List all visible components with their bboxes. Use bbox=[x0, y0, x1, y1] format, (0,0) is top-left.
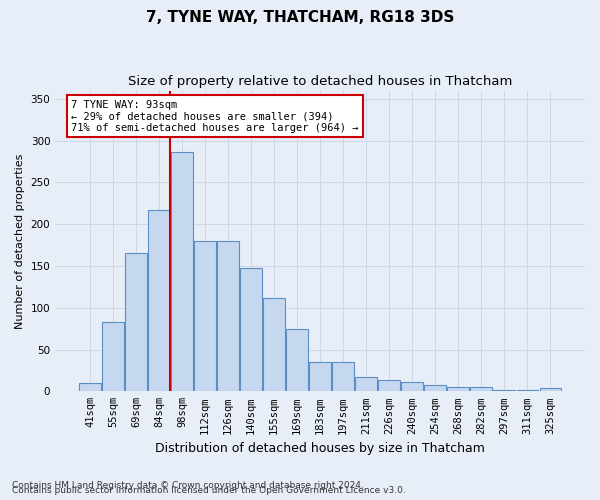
Bar bbox=[125, 254, 146, 392]
Bar bbox=[424, 384, 446, 392]
Bar bbox=[102, 322, 124, 392]
Bar bbox=[79, 383, 101, 392]
Bar bbox=[263, 298, 285, 392]
Bar bbox=[241, 268, 262, 392]
Bar bbox=[332, 362, 354, 392]
Bar bbox=[493, 390, 515, 392]
X-axis label: Distribution of detached houses by size in Thatcham: Distribution of detached houses by size … bbox=[155, 442, 485, 455]
Bar bbox=[470, 387, 492, 392]
Bar bbox=[217, 241, 239, 392]
Text: Contains public sector information licensed under the Open Government Licence v3: Contains public sector information licen… bbox=[12, 486, 406, 495]
Bar bbox=[286, 328, 308, 392]
Bar bbox=[355, 377, 377, 392]
Bar bbox=[148, 210, 170, 392]
Y-axis label: Number of detached properties: Number of detached properties bbox=[15, 153, 25, 328]
Bar bbox=[194, 241, 216, 392]
Bar bbox=[448, 387, 469, 392]
Bar bbox=[539, 388, 561, 392]
Text: Contains HM Land Registry data © Crown copyright and database right 2024.: Contains HM Land Registry data © Crown c… bbox=[12, 481, 364, 490]
Text: 7 TYNE WAY: 93sqm
← 29% of detached houses are smaller (394)
71% of semi-detache: 7 TYNE WAY: 93sqm ← 29% of detached hous… bbox=[71, 100, 359, 133]
Text: 7, TYNE WAY, THATCHAM, RG18 3DS: 7, TYNE WAY, THATCHAM, RG18 3DS bbox=[146, 10, 454, 25]
Bar bbox=[172, 152, 193, 392]
Title: Size of property relative to detached houses in Thatcham: Size of property relative to detached ho… bbox=[128, 75, 512, 88]
Bar bbox=[517, 390, 538, 392]
Bar bbox=[310, 362, 331, 392]
Bar bbox=[401, 382, 423, 392]
Bar bbox=[379, 380, 400, 392]
